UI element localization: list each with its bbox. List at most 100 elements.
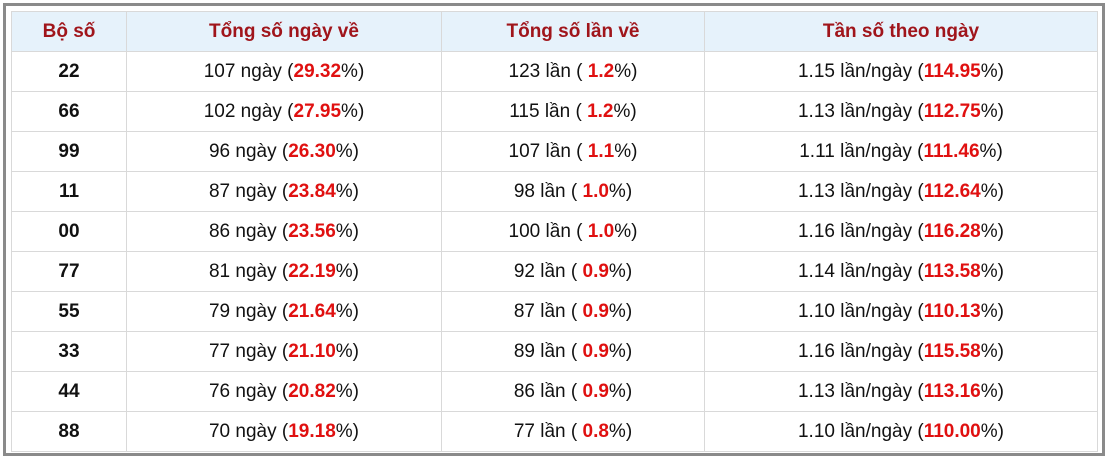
code-cell: 44: [11, 371, 127, 412]
header-cell: Tần số theo ngày: [704, 11, 1098, 52]
times-cell: 86 lần ( 0.9%): [441, 371, 705, 412]
highlight-value: 21.64: [288, 300, 336, 322]
freq-cell: 1.16 lần/ngày (115.58%): [704, 331, 1098, 372]
cell-text: %): [980, 380, 1004, 402]
code-cell: 66: [11, 91, 127, 132]
highlight-value: 114.95: [923, 60, 981, 82]
cell-text: %): [335, 300, 359, 322]
cell-text: 81 ngày (: [208, 260, 289, 282]
code-cell: 22: [11, 51, 127, 92]
cell-text: 1.13 lần/ngày (: [797, 180, 924, 202]
cell-text: %): [608, 340, 633, 362]
cell-text: %): [335, 260, 359, 282]
cell-text: 96 ngày (: [208, 140, 289, 162]
code-cell: 99: [11, 131, 127, 172]
days-cell: 107 ngày (29.32%): [126, 51, 442, 92]
cell-text: 1.16 lần/ngày (: [797, 220, 924, 242]
freq-cell: 1.11 lần/ngày (111.46%): [704, 131, 1098, 172]
stats-table: Bộ số Tổng số ngày về Tổng số lần về Tần số…: [11, 11, 1098, 452]
highlight-value: 116.28: [923, 220, 981, 242]
cell-text: 115 lần (: [509, 100, 588, 122]
cell-text: 1.15 lần/ngày (: [797, 60, 924, 82]
cell-text: %): [980, 100, 1004, 122]
cell-text: 1.10 lần/ngày (: [797, 300, 924, 322]
cell-text: 102 ngày (: [203, 100, 294, 122]
times-cell: 115 lần ( 1.2%): [441, 91, 705, 132]
cell-text: 1.13 lần/ngày (: [797, 380, 924, 402]
cell-text: %): [335, 380, 359, 402]
highlight-value: 19.18: [288, 420, 336, 442]
highlight-value: 22.19: [288, 260, 336, 282]
table-row: 22 107 ngày (29.32%) 123 lần ( 1.2%) 1.15 l…: [11, 51, 1098, 92]
highlight-value: 110.13: [923, 300, 981, 322]
table-body: 22 107 ngày (29.32%) 123 lần ( 1.2%) 1.15 l…: [11, 51, 1098, 452]
days-cell: 102 ngày (27.95%): [126, 91, 442, 132]
highlight-value: 1.2: [587, 60, 615, 82]
times-cell: 87 lần ( 0.9%): [441, 291, 705, 332]
highlight-value: 20.82: [288, 380, 336, 402]
cell-text: 79 ngày (: [208, 300, 289, 322]
highlight-value: 1.1: [587, 140, 615, 162]
cell-text: 1.14 lần/ngày (: [797, 260, 924, 282]
days-cell: 81 ngày (22.19%): [126, 251, 442, 292]
cell-text: %): [608, 380, 633, 402]
highlight-value: 0.9: [582, 260, 609, 282]
table-row: 66 102 ngày (27.95%) 115 lần ( 1.2%) 1.13 l…: [11, 91, 1098, 132]
highlight-value: 1.2: [587, 100, 614, 122]
days-cell: 79 ngày (21.64%): [126, 291, 442, 332]
table-row: 55 79 ngày (21.64%) 87 lần ( 0.9%) 1.10 lần…: [11, 291, 1098, 332]
highlight-value: 110.00: [923, 420, 981, 442]
cell-text: 107 ngày (: [203, 60, 294, 82]
highlight-value: 21.10: [288, 340, 336, 362]
freq-cell: 1.10 lần/ngày (110.00%): [704, 411, 1098, 452]
code-cell: 00: [11, 211, 127, 252]
cell-text: %): [608, 260, 633, 282]
cell-text: %): [979, 140, 1003, 162]
highlight-value: 1.0: [587, 220, 615, 242]
code-cell: 88: [11, 411, 127, 452]
table-frame: Bộ số Tổng số ngày về Tổng số lần về Tần số…: [3, 3, 1105, 456]
highlight-value: 113.58: [923, 260, 981, 282]
cell-text: 70 ngày (: [208, 420, 289, 442]
cell-text: %): [608, 420, 633, 442]
cell-text: %): [608, 300, 633, 322]
highlight-value: 27.95: [293, 100, 342, 122]
highlight-value: 23.56: [288, 220, 336, 242]
cell-text: 1.13 lần/ngày (: [797, 100, 924, 122]
cell-text: 77 ngày (: [208, 340, 289, 362]
header-row: Bộ số Tổng số ngày về Tổng số lần về Tần số…: [11, 11, 1098, 52]
cell-text: 1.10 lần/ngày (: [797, 420, 924, 442]
freq-cell: 1.13 lần/ngày (112.75%): [704, 91, 1098, 132]
cell-text: 100 lần (: [508, 220, 588, 242]
highlight-value: 0.9: [582, 340, 609, 362]
highlight-value: 26.30: [288, 140, 336, 162]
times-cell: 77 lần ( 0.8%): [441, 411, 705, 452]
cell-text: %): [335, 180, 359, 202]
days-cell: 70 ngày (19.18%): [126, 411, 442, 452]
cell-text: %): [335, 140, 359, 162]
times-cell: 100 lần ( 1.0%): [441, 211, 705, 252]
times-cell: 98 lần ( 1.0%): [441, 171, 705, 212]
times-cell: 123 lần ( 1.2%): [441, 51, 705, 92]
cell-text: %): [335, 420, 359, 442]
code-cell: 55: [11, 291, 127, 332]
table-row: 33 77 ngày (21.10%) 89 lần ( 0.9%) 1.16 lần…: [11, 331, 1098, 372]
highlight-value: 0.8: [582, 420, 609, 442]
highlight-value: 112.75: [923, 100, 981, 122]
cell-text: %): [980, 300, 1004, 322]
days-cell: 86 ngày (23.56%): [126, 211, 442, 252]
table-row: 88 70 ngày (19.18%) 77 lần ( 0.8%) 1.10 lần…: [11, 411, 1098, 452]
cell-text: %): [341, 100, 365, 122]
cell-text: %): [980, 60, 1004, 82]
cell-text: %): [980, 420, 1004, 442]
cell-text: 87 ngày (: [208, 180, 289, 202]
cell-text: 77 lần (: [513, 420, 583, 442]
highlight-value: 115.58: [923, 340, 981, 362]
table-row: 77 81 ngày (22.19%) 92 lần ( 0.9%) 1.14 lần…: [11, 251, 1098, 292]
table-head: Bộ số Tổng số ngày về Tổng số lần về Tần số…: [11, 11, 1098, 52]
cell-text: %): [980, 340, 1004, 362]
highlight-value: 23.84: [288, 180, 336, 202]
cell-text: 123 lần (: [508, 60, 588, 82]
code-cell: 77: [11, 251, 127, 292]
